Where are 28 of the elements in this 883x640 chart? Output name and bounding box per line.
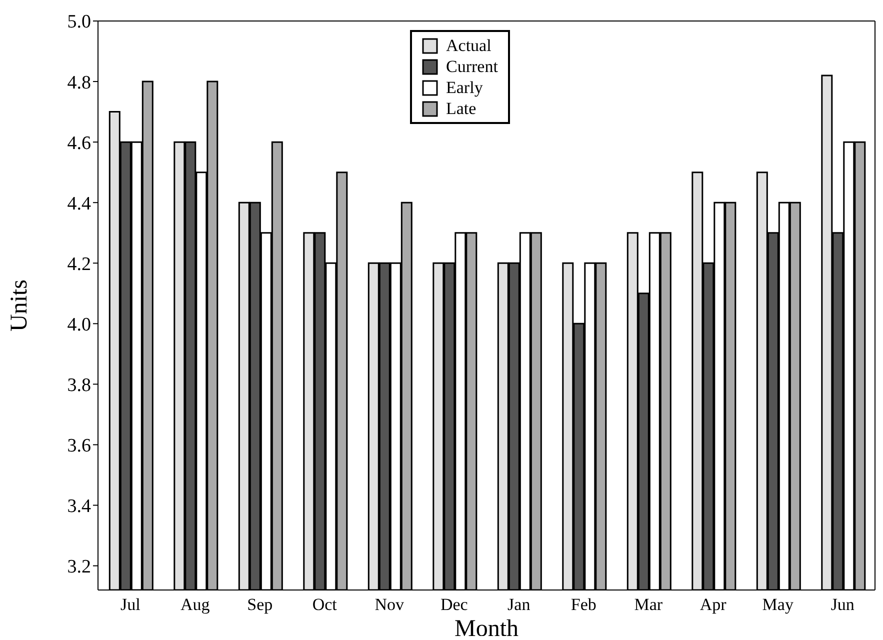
y-tick-label: 4.4 — [67, 193, 92, 214]
legend-label: Current — [446, 56, 498, 77]
x-tick-label: Aug — [180, 595, 210, 614]
x-tick-label: Nov — [374, 595, 405, 614]
x-tick-label: Sep — [247, 595, 273, 614]
x-tick-label: Dec — [440, 595, 468, 614]
x-tick-label: Jul — [120, 595, 141, 614]
x-tick-label: Feb — [570, 595, 596, 614]
y-tick-label: 3.4 — [67, 496, 92, 517]
x-tick-label: Jan — [508, 595, 531, 614]
y-axis-title: Units — [6, 279, 33, 332]
y-tick-label: 4.6 — [67, 132, 91, 154]
y-tick-label: 4.2 — [67, 254, 91, 275]
y-tick-label: 3.6 — [67, 435, 91, 456]
x-tick-label: Oct — [312, 595, 338, 614]
x-tick-label: May — [762, 595, 794, 614]
y-tick-label: 5.0 — [67, 12, 91, 33]
x-axis-title: Month — [454, 616, 519, 640]
y-tick-label: 4.8 — [67, 72, 91, 94]
x-tick-label: Mar — [634, 595, 663, 614]
legend-label: Early — [446, 77, 483, 98]
y-tick-label: 3.8 — [67, 374, 91, 396]
legend-label: Actual — [446, 35, 492, 56]
legend-label: Late — [446, 98, 476, 119]
x-tick-label: Apr — [700, 595, 727, 614]
x-tick-label: Jun — [830, 595, 855, 614]
y-tick-label: 4.0 — [67, 314, 91, 336]
y-tick-label: 3.2 — [67, 556, 91, 578]
